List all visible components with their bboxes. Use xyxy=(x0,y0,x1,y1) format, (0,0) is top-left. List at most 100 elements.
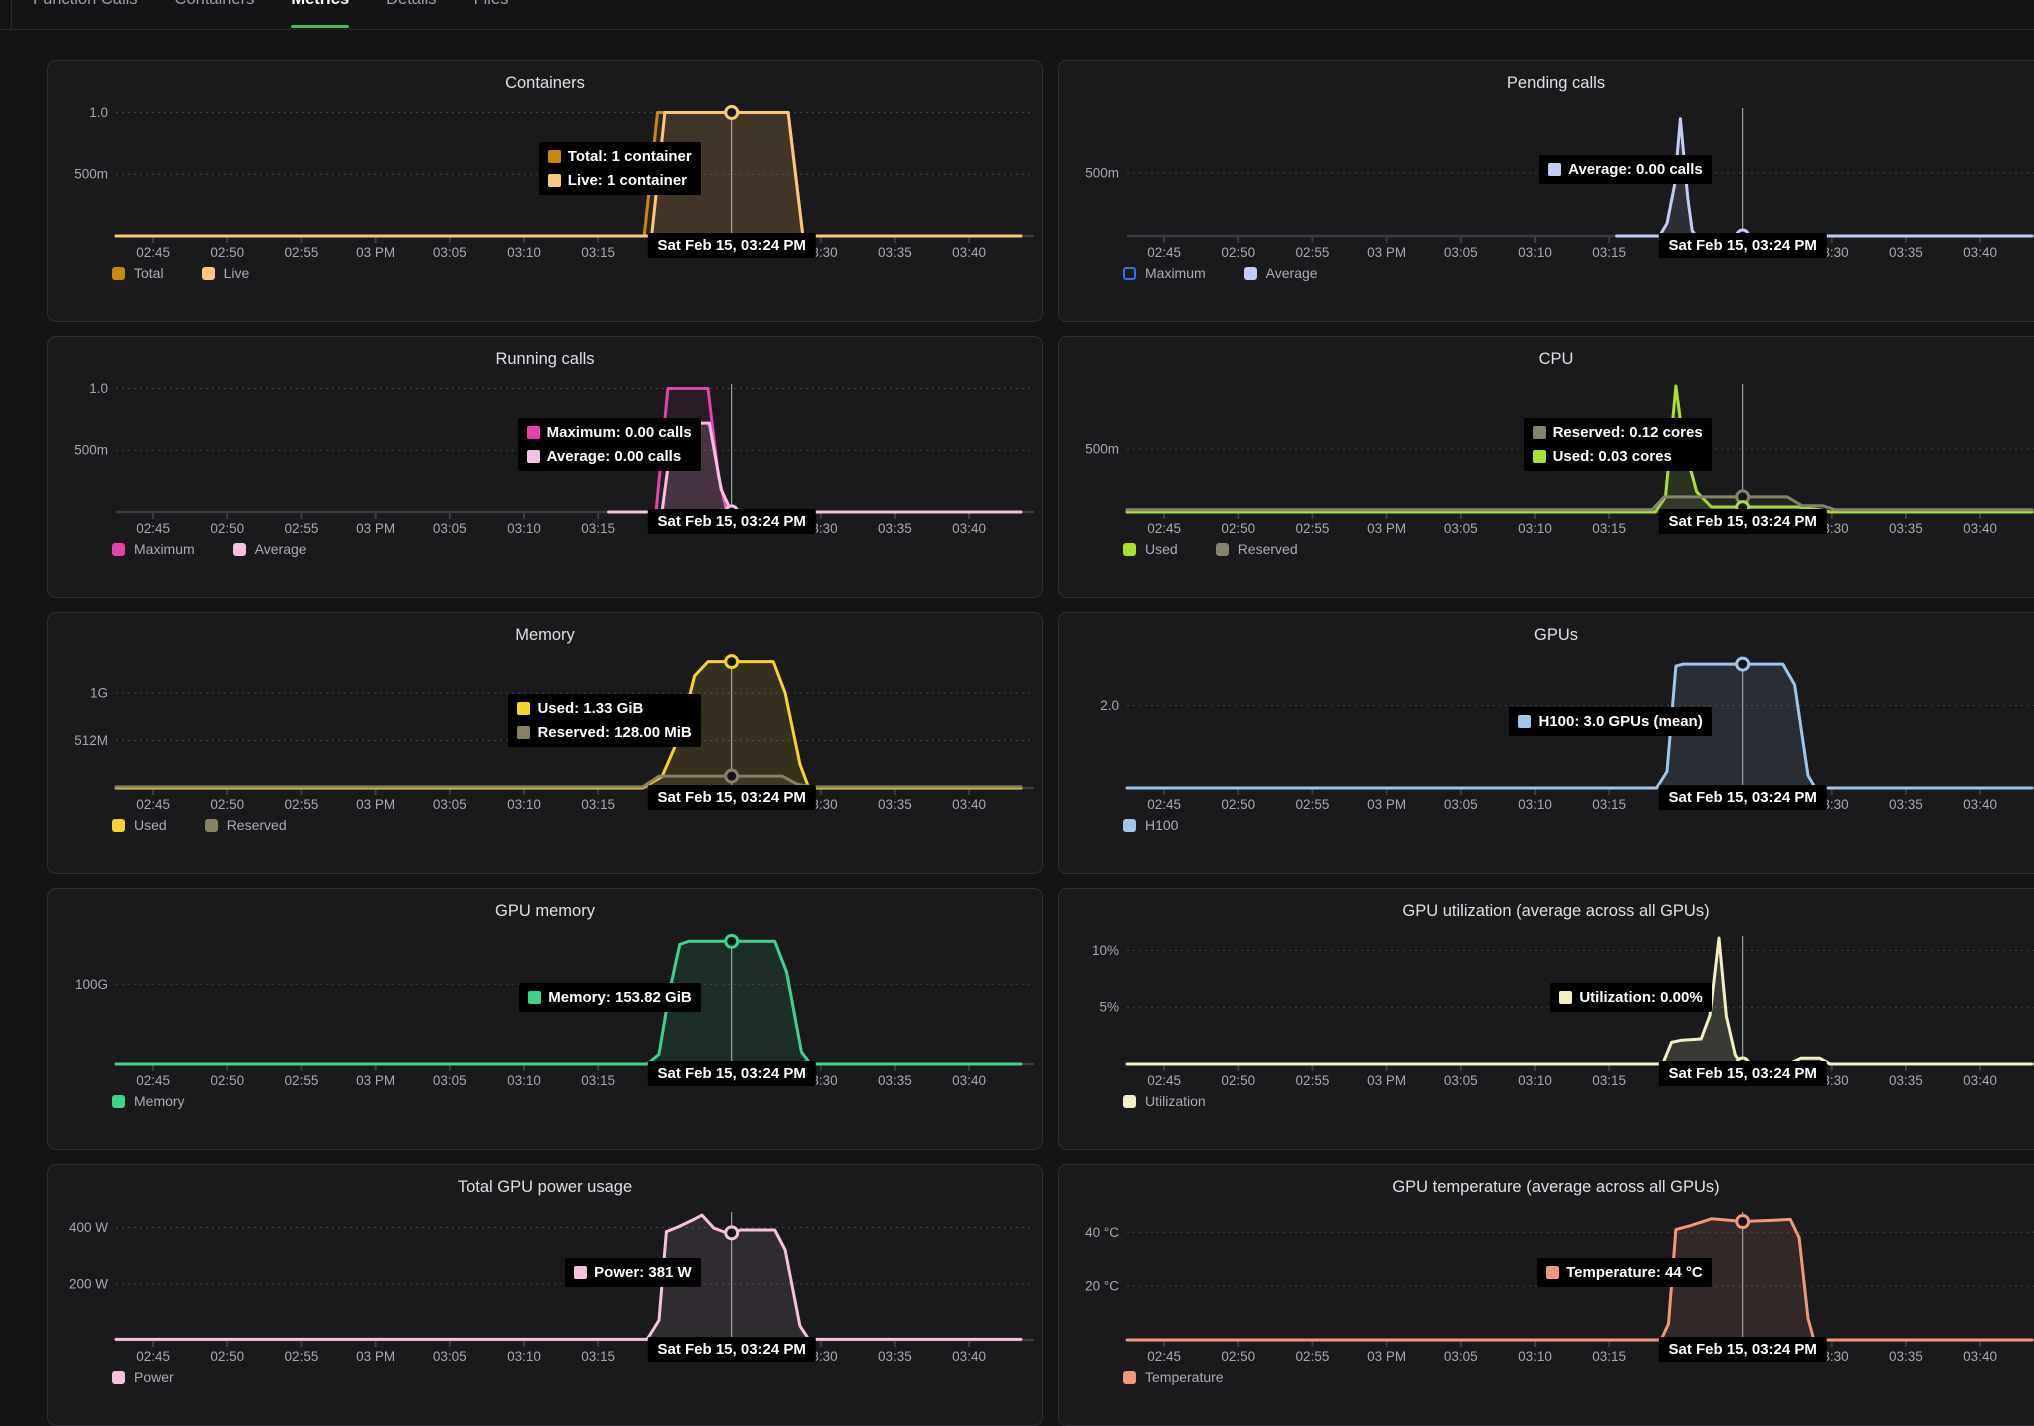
cursor-marker-used xyxy=(724,654,740,670)
legend-item-memory[interactable]: Memory xyxy=(112,1093,185,1109)
chart-plot-area: 1G 512M 02:45 02:50 02:55 03 PM 03:05 03:10 03:1… xyxy=(48,652,1042,814)
chart-canvas[interactable]: 500m 02:45 02:50 02:55 03 PM 03:05 03:10 03:15 0… xyxy=(1059,100,2034,262)
legend-swatch xyxy=(1123,542,1136,556)
x-axis-label: 03:15 xyxy=(1592,1073,1626,1088)
x-axis-label: 03:05 xyxy=(1444,1073,1478,1088)
x-axis-label: 03:15 xyxy=(581,1073,615,1088)
x-axis-label: 02:45 xyxy=(1147,797,1181,812)
legend-item-h100[interactable]: H100 xyxy=(1123,817,1178,833)
legend-item-reserved[interactable]: Reserved xyxy=(204,817,287,833)
cursor-marker-temperature xyxy=(1735,1214,1751,1230)
legend-item-maximum[interactable]: Maximum xyxy=(1123,265,1206,281)
legend-item-used[interactable]: Used xyxy=(112,817,167,833)
legend-item-temperature[interactable]: Temperature xyxy=(1123,1369,1224,1385)
tab-details[interactable]: Details xyxy=(386,0,436,28)
metric-card-memory: Memory 1G 512M 02:45 02:50 02:55 03 PM 03:05 03:… xyxy=(47,612,1043,874)
metric-card-gpus: GPUs 2.0 02:45 02:50 02:55 03 PM 03:05 03:10 03:… xyxy=(1058,612,2034,874)
chart-canvas[interactable]: 10% 5% 02:45 02:50 02:55 03 PM 03:05 03:10 03:15… xyxy=(1059,928,2034,1090)
chart-title: Pending calls xyxy=(1506,74,1606,92)
x-axis-label: 03:35 xyxy=(878,1073,912,1088)
chart-plot-area: 100G 02:45 02:50 02:55 03 PM 03:05 03:10 03:15 0… xyxy=(48,928,1042,1090)
legend-label: Memory xyxy=(134,1093,185,1109)
tab-header: Function Calls Containers Metrics Details Fi… xyxy=(0,0,2034,30)
chart-title: GPU temperature (average across all GPUs… xyxy=(1392,1178,1720,1196)
metric-card-total-gpu-power-usage: Total GPU power usage 400 W 200 W 02:45 02:5… xyxy=(47,1164,1043,1426)
y-axis-label: 100G xyxy=(75,977,108,992)
tooltip-row: Memory: 153.82 GiB xyxy=(528,987,692,1008)
x-axis-label: 03:15 xyxy=(581,245,615,260)
y-axis-label: 5% xyxy=(1099,1000,1119,1015)
tab-metrics[interactable]: Metrics xyxy=(291,0,349,28)
tooltip-series-swatch xyxy=(1532,450,1546,463)
series-area-reserved xyxy=(1127,496,2032,512)
chart-legend: Used Reserved xyxy=(1123,541,2034,557)
x-axis-label: 03 PM xyxy=(1367,1349,1406,1364)
x-axis-label: 02:55 xyxy=(285,245,319,260)
x-axis-label: 02:45 xyxy=(1147,245,1181,260)
x-axis-label: 02:55 xyxy=(1296,245,1330,260)
tooltip-row: Used: 0.03 cores xyxy=(1532,446,1703,467)
tab-bar: Function Calls Containers Metrics Details Fi… xyxy=(33,0,2034,28)
tab-files[interactable]: Files xyxy=(474,0,509,28)
legend-item-reserved[interactable]: Reserved xyxy=(1215,541,1298,557)
tooltip-text: Average: 0.00 calls xyxy=(546,448,682,465)
x-axis-label: 03:05 xyxy=(1444,245,1478,260)
x-axis-label: 03:15 xyxy=(1592,245,1626,260)
tooltip-text: Reserved: 0.12 cores xyxy=(1552,424,1703,441)
chart-legend: Memory xyxy=(112,1093,1042,1109)
chart-title: CPU xyxy=(1538,350,1574,368)
tooltip-series-swatch xyxy=(1559,991,1573,1004)
x-axis-label: 02:50 xyxy=(1221,1349,1255,1364)
chart-title: GPU memory xyxy=(495,902,595,920)
chart-tooltip: Used: 1.33 GiB Reserved: 128.00 MiB xyxy=(508,694,701,747)
legend-swatch xyxy=(201,266,215,280)
legend-item-power[interactable]: Power xyxy=(112,1369,174,1385)
tooltip-row: Average: 0.00 calls xyxy=(1548,159,1703,180)
chart-legend: Power xyxy=(112,1369,1042,1385)
legend-swatch xyxy=(1123,266,1136,280)
x-axis-label: 03:35 xyxy=(1889,245,1923,260)
tab-function-calls[interactable]: Function Calls xyxy=(33,0,138,28)
legend-item-utilization[interactable]: Utilization xyxy=(1123,1093,1206,1109)
legend-label: Used xyxy=(1145,541,1178,557)
x-axis-label: 02:50 xyxy=(1221,1073,1255,1088)
cursor-marker-h100 xyxy=(1735,656,1751,672)
x-axis-label: 02:50 xyxy=(210,1349,244,1364)
chart-title: GPU utilization (average across all GPUs… xyxy=(1402,902,1710,920)
chart-title: Containers xyxy=(505,74,585,92)
x-axis-label: 02:55 xyxy=(285,521,319,536)
chart-title: Total GPU power usage xyxy=(457,1178,633,1196)
series-line-reserved xyxy=(114,774,1023,789)
chart-canvas[interactable]: 400 W 200 W 02:45 02:50 02:55 03 PM 03:05 03:10… xyxy=(48,1204,1043,1366)
x-axis-label: 03 PM xyxy=(356,1073,395,1088)
tooltip-text: Power: 381 W xyxy=(594,1264,692,1281)
series-area-total xyxy=(116,112,1021,236)
cursor-date-tooltip: Sat Feb 15, 03:24 PM xyxy=(1658,509,1827,534)
tooltip-series-swatch xyxy=(526,450,540,463)
x-axis-label: 03:10 xyxy=(1518,1349,1552,1364)
x-axis-label: 02:50 xyxy=(210,797,244,812)
legend-item-used[interactable]: Used xyxy=(1123,541,1178,557)
legend-label: H100 xyxy=(1145,817,1179,833)
x-axis-label: 02:45 xyxy=(136,1349,170,1364)
legend-item-average[interactable]: Average xyxy=(232,541,307,557)
metric-card-pending-calls: Pending calls 500m 02:45 02:50 02:55 03 PM 03:… xyxy=(1058,60,2034,322)
x-axis-label: 03:05 xyxy=(1444,1349,1478,1364)
x-axis-label: 03:35 xyxy=(1889,521,1923,536)
legend-label: Temperature xyxy=(1145,1369,1224,1385)
tooltip-series-swatch xyxy=(1518,715,1532,728)
cursor-date-tooltip: Sat Feb 15, 03:24 PM xyxy=(647,233,816,258)
y-axis-label: 500m xyxy=(74,167,108,182)
chart-legend: Temperature xyxy=(1123,1369,2034,1385)
cursor-date-tooltip: Sat Feb 15, 03:24 PM xyxy=(1658,785,1827,810)
tab-containers[interactable]: Containers xyxy=(175,0,255,28)
cursor-date-tooltip: Sat Feb 15, 03:24 PM xyxy=(1658,233,1827,258)
chart-legend: Total Live xyxy=(112,265,1042,281)
legend-item-average[interactable]: Average xyxy=(1243,265,1318,281)
legend-swatch xyxy=(112,266,125,280)
legend-item-total[interactable]: Total xyxy=(112,265,164,281)
legend-item-maximum[interactable]: Maximum xyxy=(112,541,195,557)
tooltip-series-swatch xyxy=(574,1266,588,1279)
tooltip-row: Live: 1 container xyxy=(547,170,692,191)
legend-item-live[interactable]: Live xyxy=(201,265,249,281)
